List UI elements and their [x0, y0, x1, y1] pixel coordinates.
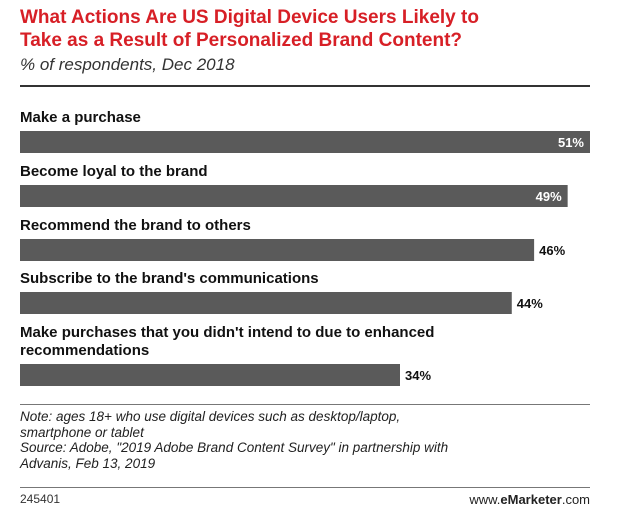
bar [20, 131, 590, 153]
bar [20, 185, 568, 207]
bar [20, 364, 400, 386]
note-divider [20, 404, 590, 405]
category-label: Make a purchase [20, 109, 141, 126]
source-line: Advanis, Feb 13, 2019 [20, 455, 156, 471]
bar [20, 239, 535, 261]
bar [20, 292, 512, 314]
brand-name: eMarketer [500, 492, 562, 507]
brand-suffix: .com [561, 492, 590, 507]
note-line: smartphone or tablet [20, 424, 144, 440]
value-label: 49% [536, 189, 562, 204]
chart-title-line: Take as a Result of Personalized Brand C… [20, 30, 463, 51]
chart-id: 245401 [20, 492, 61, 506]
bar-chart: Make a purchase 51% Become loyal to the br… [20, 109, 590, 386]
brand-prefix: www. [469, 492, 501, 507]
chart-subtitle: % of respondents, Dec 2018 [20, 55, 235, 74]
emarketer-logo: www.eMarketer.com [469, 492, 590, 507]
chart-note: Note: ages 18+ who use digital devices s… [20, 409, 600, 471]
category-label: Become loyal to the brand [20, 163, 208, 180]
note-line: Note: ages 18+ who use digital devices s… [20, 409, 401, 424]
footer-divider [20, 487, 590, 488]
category-label: Recommend the brand to others [20, 217, 251, 234]
top-divider [20, 85, 590, 87]
source-line: Source: Adobe, "2019 Adobe Brand Content… [20, 440, 449, 455]
value-label: 34% [405, 368, 431, 383]
value-label: 44% [517, 296, 543, 311]
value-label: 46% [539, 243, 565, 258]
chart-title: What Actions Are US Digital Device Users… [20, 6, 600, 52]
category-label: Subscribe to the brand's communications [20, 270, 319, 287]
chart-title-line: What Actions Are US Digital Device Users… [20, 7, 479, 28]
category-label: Make purchases that you didn't intend to… [20, 324, 434, 341]
value-label: 51% [558, 135, 584, 150]
category-label: recommendations [20, 342, 149, 359]
